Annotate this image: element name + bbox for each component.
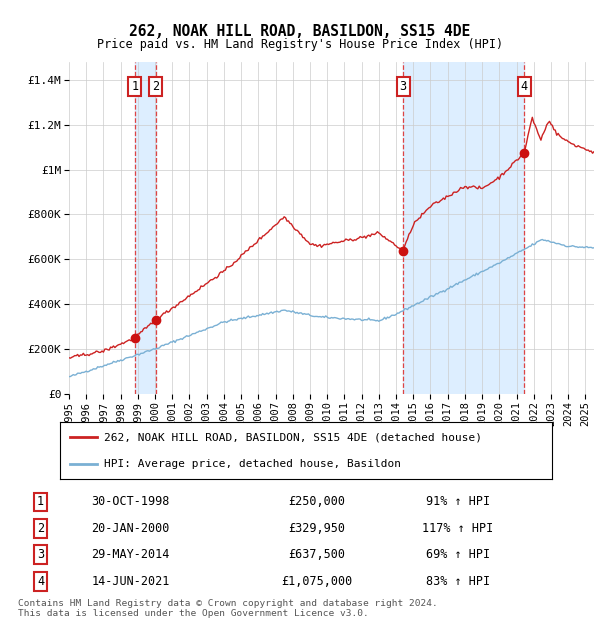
Text: £250,000: £250,000 (289, 495, 346, 508)
Text: 2: 2 (37, 522, 44, 535)
Bar (403, 62, 524, 394)
Text: 262, NOAK HILL ROAD, BASILDON, SS15 4DE (detached house): 262, NOAK HILL ROAD, BASILDON, SS15 4DE … (104, 432, 482, 442)
Text: HPI: Average price, detached house, Basildon: HPI: Average price, detached house, Basi… (104, 459, 401, 469)
Text: 14-JUN-2021: 14-JUN-2021 (92, 575, 170, 588)
Text: £329,950: £329,950 (289, 522, 346, 535)
Text: 69% ↑ HPI: 69% ↑ HPI (426, 548, 490, 561)
Text: 91% ↑ HPI: 91% ↑ HPI (426, 495, 490, 508)
Text: 2: 2 (152, 80, 160, 93)
Text: 83% ↑ HPI: 83% ↑ HPI (426, 575, 490, 588)
Text: Price paid vs. HM Land Registry's House Price Index (HPI): Price paid vs. HM Land Registry's House … (97, 38, 503, 51)
Text: 3: 3 (400, 80, 407, 93)
Text: 20-JAN-2000: 20-JAN-2000 (92, 522, 170, 535)
Text: This data is licensed under the Open Government Licence v3.0.: This data is licensed under the Open Gov… (18, 609, 369, 618)
Text: 29-MAY-2014: 29-MAY-2014 (92, 548, 170, 561)
Text: 30-OCT-1998: 30-OCT-1998 (92, 495, 170, 508)
Text: Contains HM Land Registry data © Crown copyright and database right 2024.: Contains HM Land Registry data © Crown c… (18, 600, 438, 608)
Text: 4: 4 (521, 80, 528, 93)
Text: £1,075,000: £1,075,000 (281, 575, 353, 588)
Text: 3: 3 (37, 548, 44, 561)
Text: 1: 1 (131, 80, 139, 93)
Bar (135, 62, 156, 394)
Text: 4: 4 (37, 575, 44, 588)
Text: 1: 1 (37, 495, 44, 508)
Text: £637,500: £637,500 (289, 548, 346, 561)
Text: 117% ↑ HPI: 117% ↑ HPI (422, 522, 494, 535)
Text: 262, NOAK HILL ROAD, BASILDON, SS15 4DE: 262, NOAK HILL ROAD, BASILDON, SS15 4DE (130, 24, 470, 38)
